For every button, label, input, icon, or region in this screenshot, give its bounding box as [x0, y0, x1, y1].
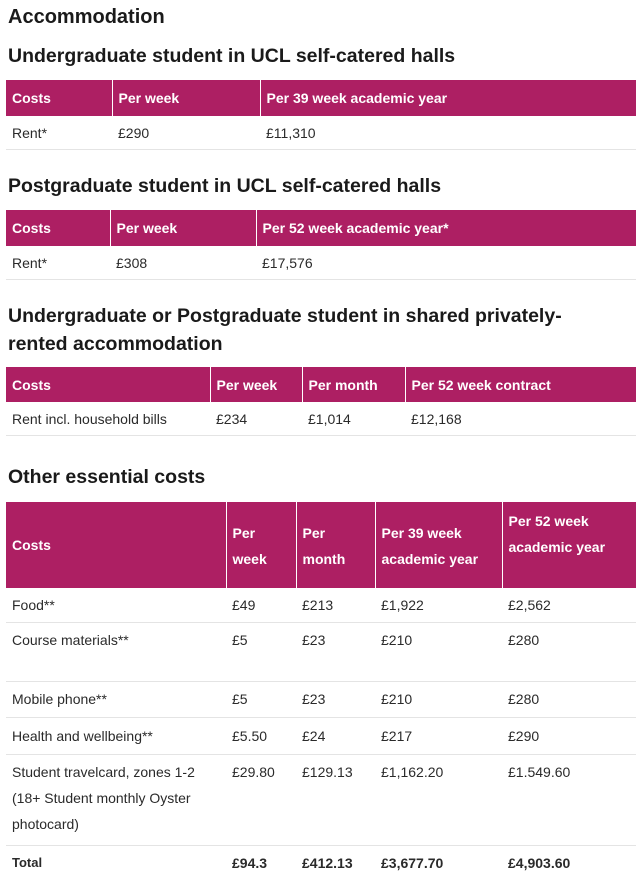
table-cell: Rent* [6, 116, 112, 150]
table-cell: Course materials** [6, 623, 226, 682]
table-cell: £12,168 [405, 402, 636, 436]
table-cell: £290 [112, 116, 260, 150]
table-row: Rent* £290 £11,310 [6, 116, 636, 150]
column-header: Per month [302, 367, 405, 402]
table-cell: £1,922 [375, 588, 502, 623]
table-cell: £5.50 [226, 718, 296, 755]
section-heading-private-rented: Undergraduate or Postgraduate student in… [8, 302, 562, 358]
table-cell: £17,576 [256, 246, 636, 280]
section-heading-ug-halls: Undergraduate student in UCL self-catere… [8, 42, 455, 70]
table-cell: £29.80 [226, 755, 296, 846]
table-cell: Health and wellbeing** [6, 718, 226, 755]
table-cell: £1,014 [302, 402, 405, 436]
page-title: Accommodation [8, 6, 165, 29]
table-cell: Food** [6, 588, 226, 623]
table-cell: £24 [296, 718, 375, 755]
column-header: Costs [6, 210, 110, 246]
column-header: Costs [6, 367, 210, 402]
table-cell: £210 [375, 623, 502, 682]
table-row: Rent* £308 £17,576 [6, 246, 636, 280]
table-row: Health and wellbeing** £5.50 £24 £217 £2… [6, 718, 636, 755]
table-private-rented: Costs Per week Per month Per 52 week con… [6, 367, 636, 436]
table-cell: Student travelcard, zones 1-2 (18+ Stude… [6, 755, 226, 846]
column-header: Per 52 week contract [405, 367, 636, 402]
section-heading-pg-halls: Postgraduate student in UCL self-catered… [8, 172, 441, 200]
table-cell: £129.13 [296, 755, 375, 846]
table-cell: £1.549.60 [502, 755, 636, 846]
section-heading-other-costs: Other essential costs [8, 463, 205, 491]
table-cell: £4,903.60 [502, 846, 636, 880]
table-cell: Rent incl. household bills [6, 402, 210, 436]
table-cell: £23 [296, 623, 375, 682]
column-header: Costs [6, 80, 112, 116]
column-header: Per week [110, 210, 256, 246]
table-cell: £23 [296, 682, 375, 718]
table-cell: £213 [296, 588, 375, 623]
table-cell: £11,310 [260, 116, 636, 150]
table-header-row: Costs Per week Per month Per 52 week con… [6, 367, 636, 402]
table-cell: £94.3 [226, 846, 296, 880]
table-cell: £412.13 [296, 846, 375, 880]
table-cell: Mobile phone** [6, 682, 226, 718]
table-cell: £3,677.70 [375, 846, 502, 880]
table-cell: £234 [210, 402, 302, 436]
column-header: Per week [210, 367, 302, 402]
table-cell: £217 [375, 718, 502, 755]
table-cell: Rent* [6, 246, 110, 280]
column-header: Per week [112, 80, 260, 116]
table-row: Student travelcard, zones 1-2 (18+ Stude… [6, 755, 636, 846]
table-row: Course materials** £5 £23 £210 £280 [6, 623, 636, 682]
column-header: Per 52 week academic year* [256, 210, 636, 246]
column-header: Costs [6, 502, 226, 588]
table-cell: £2,562 [502, 588, 636, 623]
table-cell: £5 [226, 623, 296, 682]
table-row: Rent incl. household bills £234 £1,014 £… [6, 402, 636, 436]
table-header-row: Costs Per week Per 39 week academic year [6, 80, 636, 116]
table-ug-halls: Costs Per week Per 39 week academic year… [6, 80, 636, 150]
table-row: Mobile phone** £5 £23 £210 £280 [6, 682, 636, 718]
heading-line: Undergraduate or Postgraduate student in… [8, 305, 562, 327]
column-header: Per 39 week academic year [260, 80, 636, 116]
table-cell: Total [6, 846, 226, 880]
table-cell: £49 [226, 588, 296, 623]
table-pg-halls: Costs Per week Per 52 week academic year… [6, 210, 636, 280]
table-cell: £280 [502, 682, 636, 718]
table-row: Food** £49 £213 £1,922 £2,562 [6, 588, 636, 623]
table-cell: £290 [502, 718, 636, 755]
table-header-row: Costs Per week Per 52 week academic year… [6, 210, 636, 246]
table-cell: £1,162.20 [375, 755, 502, 846]
table-cell: £280 [502, 623, 636, 682]
table-cell: £5 [226, 682, 296, 718]
table-cell: £308 [110, 246, 256, 280]
table-cell: £210 [375, 682, 502, 718]
table-row-total: Total £94.3 £412.13 £3,677.70 £4,903.60 [6, 846, 636, 880]
heading-line: rented accommodation [8, 333, 223, 355]
